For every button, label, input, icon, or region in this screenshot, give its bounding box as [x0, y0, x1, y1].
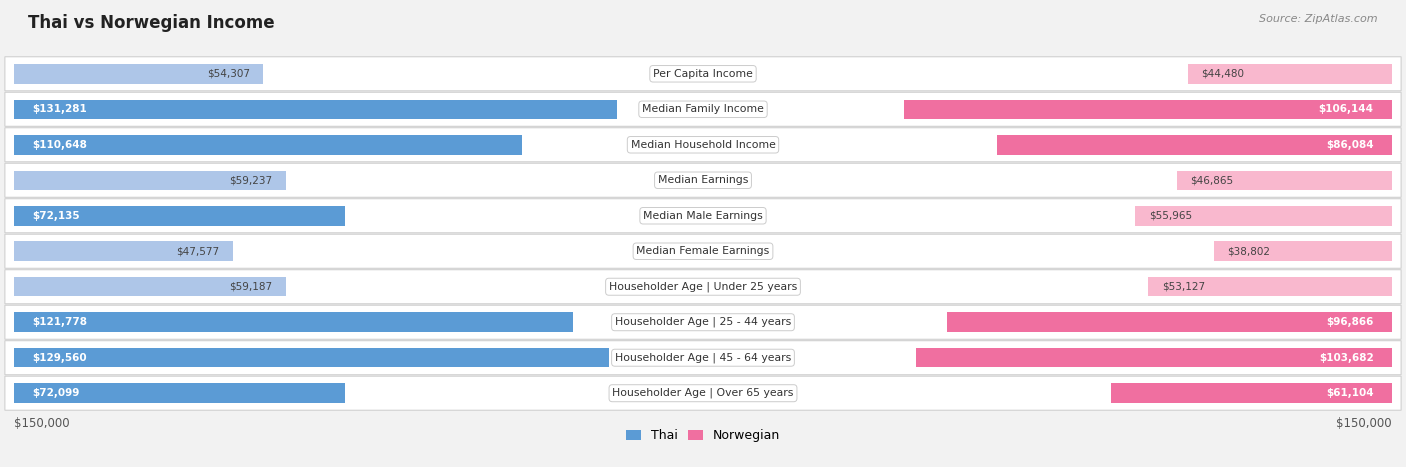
Text: Source: ZipAtlas.com: Source: ZipAtlas.com [1260, 14, 1378, 24]
FancyBboxPatch shape [4, 341, 1402, 375]
Text: $46,865: $46,865 [1191, 175, 1233, 185]
Text: Median Earnings: Median Earnings [658, 175, 748, 185]
FancyBboxPatch shape [4, 305, 1402, 339]
Bar [14, 206, 346, 226]
Text: $44,480: $44,480 [1201, 69, 1244, 79]
Bar [915, 348, 1392, 368]
Text: Householder Age | 25 - 44 years: Householder Age | 25 - 44 years [614, 317, 792, 327]
Text: Median Male Earnings: Median Male Earnings [643, 211, 763, 221]
Bar [1111, 383, 1392, 403]
FancyBboxPatch shape [4, 128, 1402, 162]
Text: Per Capita Income: Per Capita Income [652, 69, 754, 79]
Text: $86,084: $86,084 [1326, 140, 1374, 150]
Text: Median Female Earnings: Median Female Earnings [637, 246, 769, 256]
Bar [1188, 64, 1392, 84]
Text: $53,127: $53,127 [1161, 282, 1205, 292]
Bar [14, 241, 232, 261]
Bar [948, 312, 1392, 332]
Bar [1213, 241, 1392, 261]
Text: Householder Age | Under 25 years: Householder Age | Under 25 years [609, 282, 797, 292]
Bar [997, 135, 1392, 155]
FancyBboxPatch shape [4, 376, 1402, 410]
Bar [14, 64, 263, 84]
Bar [14, 99, 617, 119]
Bar [14, 348, 609, 368]
Bar [1135, 206, 1392, 226]
Bar [1177, 170, 1392, 190]
Text: Median Household Income: Median Household Income [630, 140, 776, 150]
Bar [14, 170, 287, 190]
Text: $129,560: $129,560 [32, 353, 87, 363]
Text: $55,965: $55,965 [1149, 211, 1192, 221]
Text: $59,237: $59,237 [229, 175, 273, 185]
Legend: Thai, Norwegian: Thai, Norwegian [621, 425, 785, 447]
Text: $131,281: $131,281 [32, 104, 87, 114]
FancyBboxPatch shape [4, 270, 1402, 304]
Text: Median Family Income: Median Family Income [643, 104, 763, 114]
FancyBboxPatch shape [4, 163, 1402, 197]
Text: Thai vs Norwegian Income: Thai vs Norwegian Income [28, 14, 274, 32]
Bar [1147, 277, 1392, 297]
Text: Householder Age | Over 65 years: Householder Age | Over 65 years [612, 388, 794, 398]
Text: $72,135: $72,135 [32, 211, 80, 221]
Text: $54,307: $54,307 [207, 69, 250, 79]
Text: $106,144: $106,144 [1319, 104, 1374, 114]
Text: $110,648: $110,648 [32, 140, 87, 150]
Text: Householder Age | 45 - 64 years: Householder Age | 45 - 64 years [614, 353, 792, 363]
Bar [14, 383, 346, 403]
FancyBboxPatch shape [4, 199, 1402, 233]
Bar [904, 99, 1392, 119]
Text: $59,187: $59,187 [229, 282, 273, 292]
Text: $96,866: $96,866 [1326, 317, 1374, 327]
Text: $47,577: $47,577 [176, 246, 219, 256]
Text: $61,104: $61,104 [1326, 388, 1374, 398]
Text: $150,000: $150,000 [14, 417, 70, 431]
Bar [14, 135, 522, 155]
FancyBboxPatch shape [4, 92, 1402, 126]
Text: $121,778: $121,778 [32, 317, 87, 327]
Text: $72,099: $72,099 [32, 388, 80, 398]
FancyBboxPatch shape [4, 234, 1402, 268]
Bar [14, 277, 285, 297]
Text: $38,802: $38,802 [1227, 246, 1271, 256]
Bar [14, 312, 574, 332]
FancyBboxPatch shape [4, 57, 1402, 91]
Text: $103,682: $103,682 [1319, 353, 1374, 363]
Text: $150,000: $150,000 [1336, 417, 1392, 431]
